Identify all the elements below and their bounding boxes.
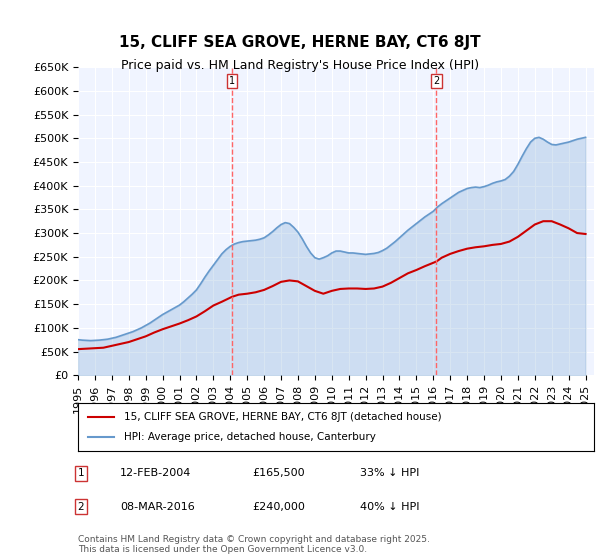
Text: 40% ↓ HPI: 40% ↓ HPI xyxy=(360,502,419,512)
Text: 15, CLIFF SEA GROVE, HERNE BAY, CT6 8JT: 15, CLIFF SEA GROVE, HERNE BAY, CT6 8JT xyxy=(119,35,481,50)
Text: 2: 2 xyxy=(433,76,440,86)
Text: HPI: Average price, detached house, Canterbury: HPI: Average price, detached house, Cant… xyxy=(124,432,376,442)
Text: 15, CLIFF SEA GROVE, HERNE BAY, CT6 8JT (detached house): 15, CLIFF SEA GROVE, HERNE BAY, CT6 8JT … xyxy=(124,412,442,422)
Text: £165,500: £165,500 xyxy=(252,468,305,478)
Text: 1: 1 xyxy=(77,468,85,478)
Text: 1: 1 xyxy=(229,76,235,86)
Text: 12-FEB-2004: 12-FEB-2004 xyxy=(120,468,191,478)
Text: 08-MAR-2016: 08-MAR-2016 xyxy=(120,502,195,512)
Text: £240,000: £240,000 xyxy=(252,502,305,512)
Text: Contains HM Land Registry data © Crown copyright and database right 2025.
This d: Contains HM Land Registry data © Crown c… xyxy=(78,535,430,554)
Text: Price paid vs. HM Land Registry's House Price Index (HPI): Price paid vs. HM Land Registry's House … xyxy=(121,59,479,72)
Text: 2: 2 xyxy=(77,502,85,512)
Text: 33% ↓ HPI: 33% ↓ HPI xyxy=(360,468,419,478)
